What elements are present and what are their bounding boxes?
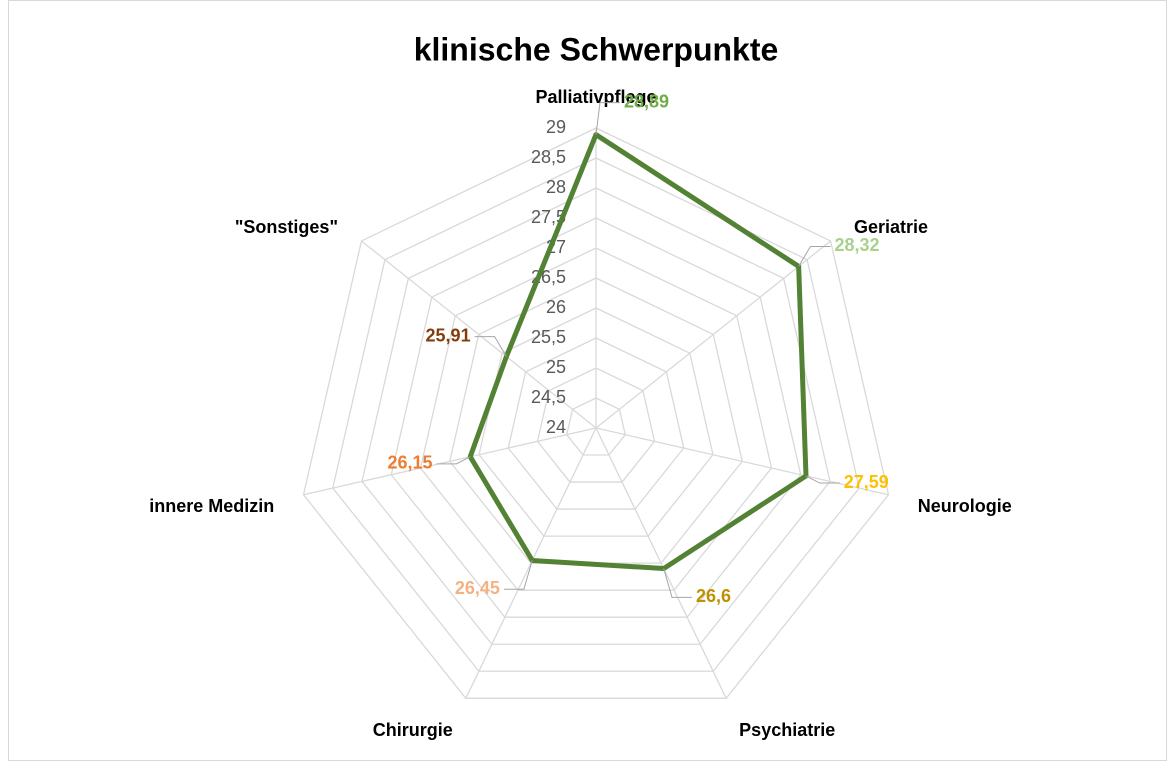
leader-line (663, 568, 693, 598)
data-label: 28,89 (624, 91, 669, 111)
spoke (595, 427, 889, 496)
category-label: Geriatrie (854, 217, 928, 237)
spoke (595, 427, 727, 699)
spoke (303, 427, 597, 496)
series-line (467, 132, 809, 572)
leader-line (798, 245, 831, 267)
leader-line (595, 102, 620, 135)
leader-line (474, 336, 507, 357)
y-tick-label: 26 (546, 297, 566, 317)
category-label: Palliativpflege (535, 87, 656, 107)
spoke (361, 240, 597, 429)
y-tick-label: 29 (546, 117, 566, 137)
category-label: "Sonstiges" (235, 217, 338, 237)
grid-ring (536, 367, 656, 483)
y-tick-label: 25,5 (531, 327, 566, 347)
grid-ring (332, 157, 860, 672)
y-tick-label: 25 (546, 357, 566, 377)
y-tick-label: 24 (546, 417, 566, 437)
category-label: Chirurgie (373, 720, 453, 740)
leader-line (503, 560, 533, 590)
grid-ring (419, 247, 773, 591)
grid-ring (566, 397, 626, 456)
chart-border (8, 0, 1167, 761)
data-label: 26,6 (696, 586, 731, 606)
data-label: 26,45 (455, 578, 500, 598)
category-label: Psychiatrie (739, 720, 835, 740)
grid-ring (302, 127, 890, 699)
leader-line (805, 475, 840, 484)
data-label: 26,15 (387, 453, 432, 473)
data-label: 27,59 (844, 472, 889, 492)
grid-ring (390, 217, 802, 618)
chart-title: klinische Schwerpunkte (414, 31, 779, 67)
grid-ring (507, 337, 685, 510)
leader-line (436, 456, 471, 465)
y-tick-label: 28,5 (531, 147, 566, 167)
grid-ring (478, 307, 714, 537)
data-label: 28,32 (834, 235, 879, 255)
category-label: innere Medizin (149, 496, 274, 516)
spoke (595, 240, 831, 429)
y-tick-label: 24,5 (531, 387, 566, 407)
data-label: 25,91 (426, 325, 471, 345)
grid-ring (361, 187, 831, 645)
y-tick-label: 27,5 (531, 207, 566, 227)
y-tick-label: 28 (546, 177, 566, 197)
category-label: Neurologie (918, 496, 1012, 516)
